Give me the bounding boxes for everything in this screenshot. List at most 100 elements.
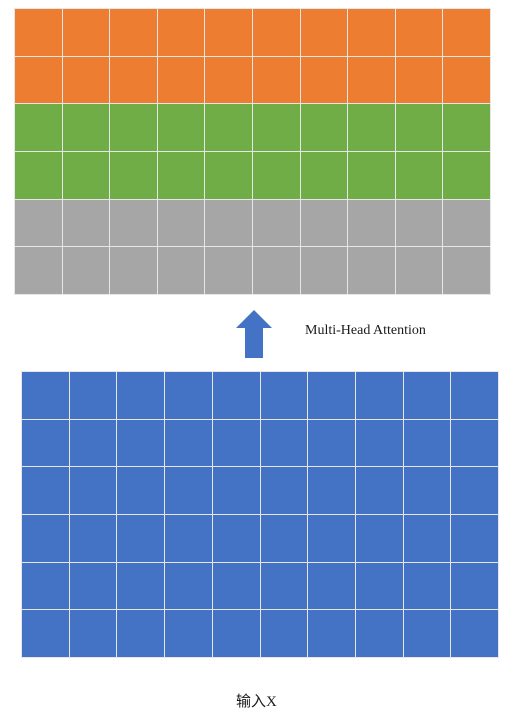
output-cell bbox=[300, 152, 348, 199]
input-cell bbox=[165, 610, 212, 657]
input-cell bbox=[165, 515, 212, 562]
output-cell bbox=[157, 199, 205, 247]
input-cell bbox=[22, 562, 69, 610]
input-cell bbox=[22, 467, 69, 514]
input-grid bbox=[21, 371, 499, 658]
output-cell bbox=[15, 104, 62, 151]
input-cell bbox=[308, 610, 355, 657]
input-cell bbox=[22, 372, 69, 419]
output-cell bbox=[157, 56, 205, 104]
output-cell bbox=[205, 56, 252, 104]
output-cell bbox=[300, 104, 348, 151]
output-cell bbox=[110, 152, 157, 199]
input-cell bbox=[165, 467, 212, 514]
input-cell bbox=[355, 467, 403, 514]
output-cell bbox=[348, 56, 395, 104]
output-cell bbox=[395, 104, 443, 151]
output-cell bbox=[205, 199, 252, 247]
input-cell bbox=[22, 419, 69, 467]
input-cell bbox=[403, 372, 451, 419]
input-cell bbox=[308, 467, 355, 514]
input-cell bbox=[260, 372, 308, 419]
input-cell bbox=[165, 562, 212, 610]
input-cell bbox=[260, 610, 308, 657]
output-cell bbox=[62, 104, 110, 151]
output-cell bbox=[252, 199, 300, 247]
input-cell bbox=[212, 372, 260, 419]
input-cell bbox=[260, 515, 308, 562]
input-cell bbox=[117, 515, 165, 562]
output-cell bbox=[110, 199, 157, 247]
output-cell bbox=[443, 56, 490, 104]
input-cell bbox=[308, 562, 355, 610]
output-cell bbox=[395, 247, 443, 294]
output-cell bbox=[62, 199, 110, 247]
output-cell bbox=[300, 56, 348, 104]
output-cell bbox=[15, 9, 62, 56]
output-cell bbox=[395, 152, 443, 199]
output-cell bbox=[110, 56, 157, 104]
output-cell bbox=[348, 199, 395, 247]
output-cell bbox=[205, 247, 252, 294]
input-cell bbox=[260, 562, 308, 610]
input-cell bbox=[308, 419, 355, 467]
output-cell bbox=[62, 247, 110, 294]
output-cell bbox=[443, 104, 490, 151]
input-cell bbox=[308, 372, 355, 419]
output-cell bbox=[395, 199, 443, 247]
output-cell bbox=[110, 104, 157, 151]
input-cell bbox=[260, 419, 308, 467]
input-cell bbox=[355, 562, 403, 610]
output-cell bbox=[348, 9, 395, 56]
output-cell bbox=[348, 104, 395, 151]
input-cell bbox=[212, 467, 260, 514]
output-cell bbox=[157, 9, 205, 56]
output-cell bbox=[443, 247, 490, 294]
output-cell bbox=[300, 247, 348, 294]
output-cell bbox=[157, 152, 205, 199]
input-cell bbox=[451, 562, 498, 610]
attention-label: Multi-Head Attention bbox=[305, 323, 426, 338]
output-cell bbox=[62, 9, 110, 56]
output-cell bbox=[252, 56, 300, 104]
output-cell bbox=[205, 104, 252, 151]
output-cell bbox=[110, 9, 157, 56]
output-cell bbox=[157, 247, 205, 294]
input-cell bbox=[117, 610, 165, 657]
input-cell bbox=[117, 372, 165, 419]
output-cell bbox=[15, 247, 62, 294]
input-cell bbox=[212, 419, 260, 467]
up-arrow-icon bbox=[236, 310, 272, 358]
input-cell bbox=[212, 562, 260, 610]
output-cell bbox=[348, 247, 395, 294]
input-cell bbox=[117, 419, 165, 467]
input-cell bbox=[403, 467, 451, 514]
output-cell bbox=[110, 247, 157, 294]
input-cell bbox=[308, 515, 355, 562]
output-grid bbox=[14, 8, 491, 295]
input-cell bbox=[451, 467, 498, 514]
input-cell bbox=[69, 419, 117, 467]
input-cell bbox=[451, 419, 498, 467]
output-cell bbox=[15, 56, 62, 104]
input-cell bbox=[403, 562, 451, 610]
output-cell bbox=[62, 56, 110, 104]
output-cell bbox=[62, 152, 110, 199]
input-cell bbox=[69, 610, 117, 657]
input-cell bbox=[355, 515, 403, 562]
input-cell bbox=[212, 610, 260, 657]
output-cell bbox=[300, 199, 348, 247]
output-cell bbox=[395, 9, 443, 56]
input-cell bbox=[355, 610, 403, 657]
input-cell bbox=[165, 372, 212, 419]
input-cell bbox=[117, 467, 165, 514]
output-cell bbox=[252, 247, 300, 294]
input-cell bbox=[451, 515, 498, 562]
output-cell bbox=[395, 56, 443, 104]
input-cell bbox=[403, 610, 451, 657]
output-cell bbox=[252, 152, 300, 199]
input-cell bbox=[403, 419, 451, 467]
output-cell bbox=[15, 152, 62, 199]
input-cell bbox=[117, 562, 165, 610]
input-cell bbox=[212, 515, 260, 562]
